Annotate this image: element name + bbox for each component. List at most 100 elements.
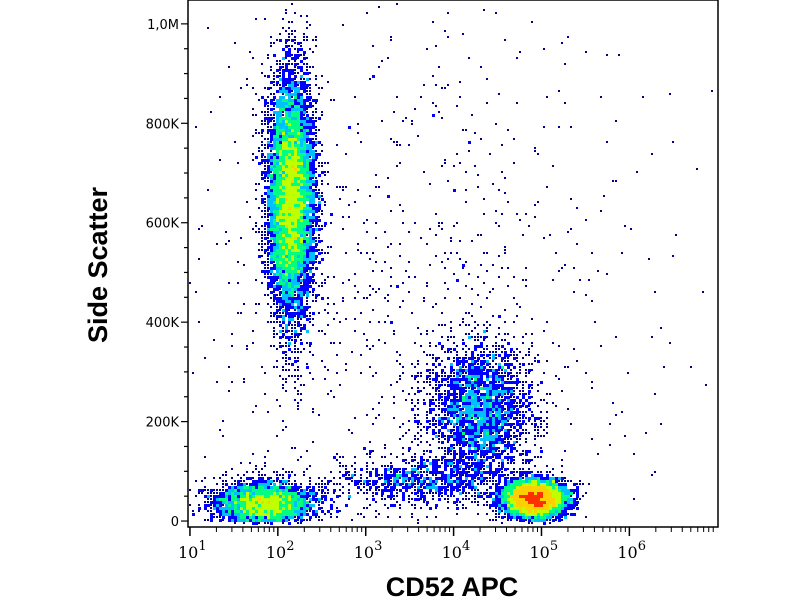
density-cell (501, 462, 504, 465)
density-cell (264, 507, 267, 510)
density-cell (477, 420, 480, 423)
density-cell (501, 381, 504, 384)
density-cell (489, 324, 491, 326)
density-cell (513, 399, 516, 402)
density-cell (300, 210, 303, 213)
density-cell (591, 438, 593, 440)
density-cell (303, 39, 305, 41)
density-cell (501, 372, 503, 374)
density-cell (237, 483, 240, 486)
density-cell (315, 144, 317, 146)
density-cell (456, 222, 458, 224)
density-cell (324, 222, 327, 225)
density-cell (243, 492, 246, 495)
density-cell (288, 489, 291, 492)
density-cell (300, 513, 303, 516)
density-cell (309, 480, 311, 482)
density-cell (255, 510, 258, 513)
density-cell (201, 480, 203, 482)
density-cell (504, 321, 506, 323)
density-cell (534, 465, 536, 467)
density-cell (432, 480, 435, 483)
density-cell (534, 429, 536, 431)
density-cell (495, 393, 498, 396)
density-cell (282, 78, 285, 81)
density-cell (273, 111, 276, 114)
density-cell (426, 417, 428, 419)
density-cell (450, 423, 452, 425)
density-cell (273, 489, 276, 492)
density-cell (453, 384, 456, 387)
density-cell (546, 96, 548, 98)
density-cell (270, 135, 273, 138)
density-cell (480, 336, 482, 338)
density-cell (696, 168, 698, 170)
density-cell (546, 519, 548, 521)
density-cell (435, 432, 437, 434)
density-cell (522, 510, 525, 513)
density-cell (516, 483, 519, 486)
density-cell (495, 396, 498, 399)
density-cell (498, 408, 501, 411)
density-cell (294, 258, 297, 261)
density-cell (300, 111, 303, 114)
density-cell (303, 171, 306, 174)
density-cell (300, 501, 303, 504)
density-cell (270, 480, 273, 483)
density-cell (450, 366, 453, 369)
density-cell (447, 84, 449, 86)
density-cell (492, 369, 495, 372)
density-cell (240, 477, 242, 479)
density-cell (330, 342, 332, 344)
density-cell (390, 489, 393, 492)
density-cell (441, 369, 444, 372)
density-cell (432, 465, 435, 468)
density-cell (486, 426, 489, 429)
density-cell (306, 138, 309, 141)
density-cell (294, 513, 297, 516)
density-cell (273, 96, 276, 99)
density-cell (534, 510, 537, 513)
density-cell (276, 126, 279, 129)
density-cell (459, 408, 462, 411)
density-cell (522, 411, 524, 413)
density-cell (294, 483, 297, 486)
density-cell (279, 210, 282, 213)
density-cell (498, 495, 501, 498)
density-cell (456, 444, 458, 446)
density-cell (459, 360, 462, 363)
density-cell (504, 417, 507, 420)
density-cell (261, 246, 263, 248)
density-cell (270, 153, 273, 156)
density-cell (285, 210, 288, 213)
density-cell (510, 480, 513, 483)
density-cell (540, 471, 542, 473)
density-cell (555, 516, 558, 519)
density-cell (534, 519, 537, 522)
density-cell (297, 54, 300, 57)
density-cell (294, 135, 297, 138)
density-cell (372, 495, 374, 497)
density-cell (528, 510, 531, 513)
density-cell (444, 402, 447, 405)
density-cell (300, 393, 302, 395)
density-cell (477, 339, 479, 341)
density-cell (318, 501, 320, 503)
density-cell (288, 522, 291, 525)
density-cell (480, 477, 483, 480)
density-cell (498, 450, 500, 452)
density-cell (297, 291, 300, 294)
density-cell (429, 477, 432, 480)
density-cell (384, 483, 386, 485)
density-cell (483, 213, 485, 215)
density-cell (306, 96, 309, 99)
density-cell (441, 411, 443, 413)
density-cell (456, 474, 458, 476)
density-cell (303, 246, 306, 249)
density-cell (306, 183, 309, 186)
density-cell (297, 261, 300, 264)
density-cell (312, 174, 315, 177)
density-cell (279, 306, 282, 309)
density-cell (396, 381, 398, 383)
density-cell (339, 186, 341, 188)
